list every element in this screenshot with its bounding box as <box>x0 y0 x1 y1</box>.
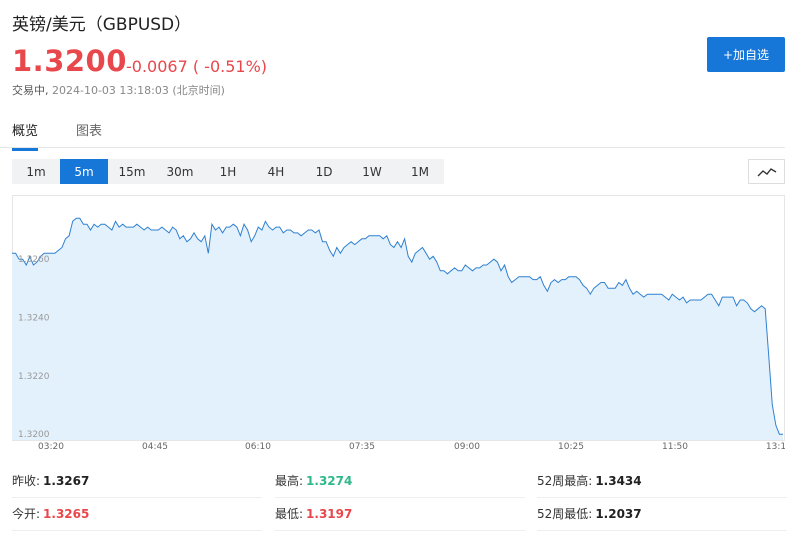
high-52w-value: 1.3434 <box>595 474 642 488</box>
y-tick-label: 1.3260 <box>18 255 50 265</box>
x-tick-label: 09:00 <box>454 442 480 452</box>
stats-row-2: 今开: 1.3265 最低: 1.3197 52周最低: 1.2037 <box>0 499 800 531</box>
price-area <box>12 218 783 440</box>
prev-close-value: 1.3267 <box>43 474 90 488</box>
x-tick-label: 13:1 <box>766 442 785 452</box>
stat-prev-close: 昨收: 1.3267 <box>12 474 90 488</box>
status-label: 交易中, <box>12 84 49 97</box>
stat-52w-high: 52周最高: 1.3434 <box>537 474 642 488</box>
range-button-1m[interactable]: 1m <box>26 164 46 179</box>
range-button-5m[interactable]: 5m <box>60 159 108 184</box>
x-tick-label: 10:25 <box>558 442 584 452</box>
divider <box>537 530 787 531</box>
instrument-title: 英镑/美元（GBPUSD） <box>12 15 192 35</box>
tab-bar: 概览 图表 <box>0 116 785 151</box>
timestamp: 2024-10-03 13:18:03 (北京时间) <box>52 84 225 97</box>
range-button-1h[interactable]: 1H <box>219 164 237 179</box>
x-tick-label: 03:20 <box>38 442 64 452</box>
time-range-selector: 1m 5m 15m 30m 1H 4H 1D 1W 1M <box>12 159 444 184</box>
range-button-4h[interactable]: 4H <box>267 164 285 179</box>
x-tick-label: 06:10 <box>245 442 271 452</box>
y-tick-label: 1.3220 <box>18 372 50 382</box>
range-button-1m[interactable]: 1M <box>411 164 429 179</box>
stat-open: 今开: 1.3265 <box>12 507 90 521</box>
stat-52w-low: 52周最低: 1.2037 <box>537 507 642 521</box>
add-watchlist-button[interactable]: +加自选 <box>707 37 785 72</box>
tab-overview[interactable]: 概览 <box>12 120 39 151</box>
divider <box>537 497 787 498</box>
range-button-30m[interactable]: 30m <box>166 164 194 179</box>
low-52w-value: 1.2037 <box>595 507 642 521</box>
x-tick-label: 04:45 <box>142 442 168 452</box>
price-change: -0.0067 ( -0.51%) <box>126 57 268 76</box>
range-button-1w[interactable]: 1W <box>362 164 382 179</box>
tab-chart[interactable]: 图表 <box>76 124 103 139</box>
price-line <box>12 217 783 435</box>
x-tick-label: 11:50 <box>662 442 688 452</box>
divider <box>12 530 262 531</box>
high-value: 1.3274 <box>306 474 353 488</box>
low-value: 1.3197 <box>306 507 353 521</box>
x-tick-label: 07:35 <box>349 442 375 452</box>
y-tick-label: 1.3240 <box>18 314 50 324</box>
price-chart-svg: 1.3260 1.3240 1.3220 1.3200 03:20 04:45 06:10 0… <box>12 195 785 452</box>
stat-high: 最高: 1.3274 <box>275 474 353 488</box>
current-price: 1.3200 <box>12 44 127 78</box>
trading-status: 交易中, 2024-10-03 13:18:03 (北京时间) <box>12 82 225 98</box>
stat-low: 最低: 1.3197 <box>275 507 353 521</box>
y-tick-label: 1.3200 <box>18 430 50 440</box>
stats-row-1: 昨收: 1.3267 最高: 1.3274 52周最高: 1.3434 <box>0 466 800 498</box>
range-button-15m[interactable]: 15m <box>118 164 146 179</box>
line-chart-icon <box>757 167 776 176</box>
divider <box>275 530 525 531</box>
open-value: 1.3265 <box>43 507 90 521</box>
divider <box>275 497 525 498</box>
price-chart[interactable]: 1.3260 1.3240 1.3220 1.3200 03:20 04:45 06:10 0… <box>12 195 785 460</box>
divider <box>12 497 262 498</box>
chart-type-button[interactable] <box>748 159 785 184</box>
range-button-1d[interactable]: 1D <box>315 164 333 179</box>
